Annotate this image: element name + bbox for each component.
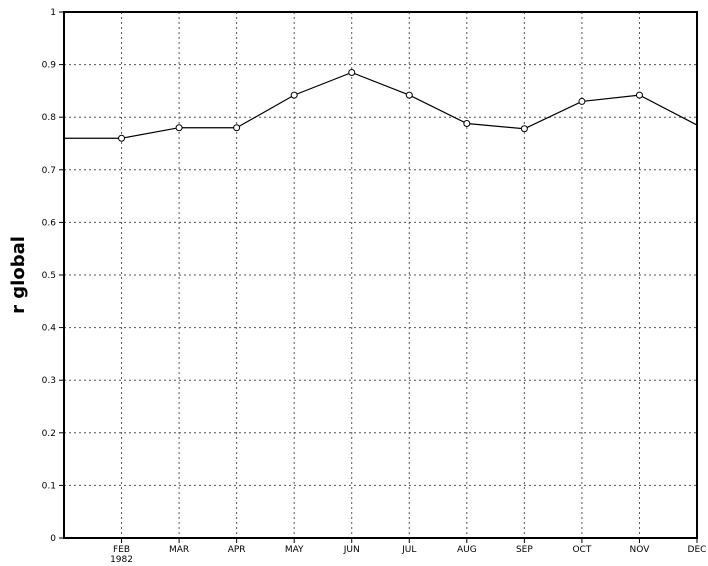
y-tick-label: 0.2 xyxy=(42,429,56,439)
x-tick-label: FEB xyxy=(113,545,130,555)
y-tick-label: 0.6 xyxy=(42,218,57,228)
x-tick-label: AUG xyxy=(457,545,477,555)
data-point xyxy=(635,91,643,99)
y-tick-label: 0.3 xyxy=(42,376,56,386)
x-tick-label: APR xyxy=(228,545,246,555)
data-point xyxy=(348,68,356,76)
series-layer xyxy=(64,68,698,142)
grid-lines xyxy=(64,12,697,538)
x-tick-label: OCT xyxy=(572,545,591,555)
x-tick-label: MAR xyxy=(169,545,189,555)
data-point xyxy=(463,120,471,128)
y-tick-label: 0 xyxy=(50,534,56,544)
y-tick-label: 0.8 xyxy=(42,113,57,123)
y-tick-label: 0.5 xyxy=(42,271,56,281)
y-tick-label: 0.7 xyxy=(42,166,56,176)
y-tick-label: 0.9 xyxy=(42,61,57,71)
x-tick-label: NOV xyxy=(630,545,651,555)
x-tick-label: DEC xyxy=(688,545,707,555)
series-line xyxy=(64,71,698,139)
x-tick-label: JUL xyxy=(401,545,416,555)
x-year-label: 1982 xyxy=(110,555,133,565)
x-tick-label: JUN xyxy=(343,545,360,555)
x-axis: FEB MAR APR MAY JUN JUL AUG SEP OCT NOV DEC xyxy=(113,538,706,555)
y-tick-label: 1 xyxy=(50,8,56,18)
data-point xyxy=(175,124,183,132)
data-point xyxy=(118,134,126,142)
y-axis: 0 0.1 0.2 0.3 0.4 0.5 0.6 0.7 0.8 0.9 1 xyxy=(42,8,64,544)
x-tick-label: SEP xyxy=(516,545,533,555)
data-point xyxy=(290,91,298,99)
data-point xyxy=(233,124,241,132)
data-point xyxy=(520,125,528,133)
data-point xyxy=(405,91,413,99)
data-point xyxy=(578,97,586,105)
y-tick-label: 0.4 xyxy=(42,324,57,334)
x-tick-label: MAY xyxy=(285,545,304,555)
y-tick-label: 0.1 xyxy=(42,481,56,491)
y-axis-label: r global xyxy=(8,236,29,314)
